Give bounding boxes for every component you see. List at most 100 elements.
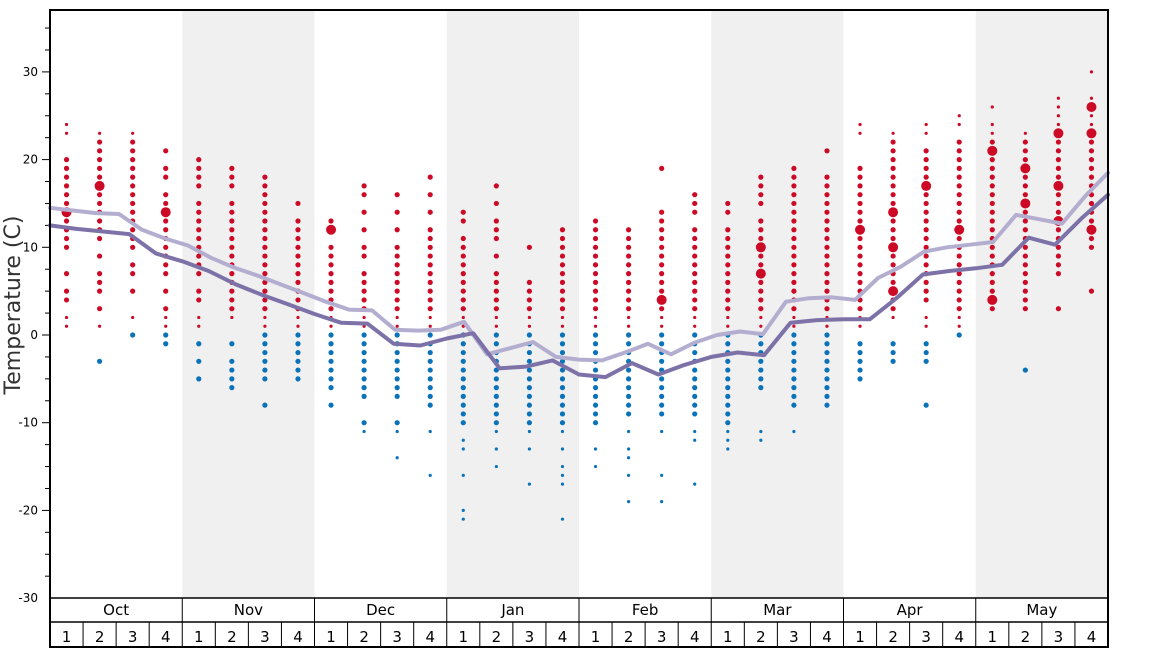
warm-dot — [592, 253, 599, 259]
warm-dot — [559, 227, 566, 233]
warm-dot — [229, 253, 235, 259]
warm-dot — [526, 306, 533, 312]
cold-dot — [559, 349, 566, 356]
warm-dot — [989, 165, 995, 171]
warm-dot — [659, 253, 665, 259]
warm-dot — [427, 306, 433, 312]
cold-dot — [361, 341, 367, 347]
warm-dot — [163, 271, 169, 277]
warm-dot — [857, 253, 863, 259]
warm-dot — [1055, 306, 1062, 312]
cold-dot — [427, 358, 433, 364]
warm-dot — [987, 294, 998, 305]
cold-dot — [758, 358, 764, 364]
cold-dot — [559, 393, 566, 399]
warm-dot — [989, 139, 995, 145]
warm-dot — [328, 218, 334, 224]
warm-dot — [824, 200, 830, 207]
month-shade-nov — [182, 10, 315, 598]
warm-dot — [63, 244, 70, 250]
week-label: 1 — [723, 628, 733, 646]
cold-dot — [328, 349, 334, 356]
warm-dot — [96, 253, 103, 259]
warm-dot — [460, 262, 466, 268]
warm-dot — [923, 244, 929, 250]
cold-dot — [196, 341, 202, 347]
warm-dot — [63, 200, 70, 207]
warm-dot — [857, 183, 863, 189]
cold-dot — [592, 411, 599, 417]
cold-dot — [526, 385, 533, 391]
warm-dot — [1022, 174, 1028, 180]
warm-dot — [1022, 209, 1028, 215]
warm-dot — [625, 271, 632, 277]
cold-dot — [857, 376, 863, 382]
warm-dot — [196, 165, 202, 171]
warm-dot — [229, 235, 235, 242]
cold-dot — [626, 447, 631, 451]
warm-dot — [890, 148, 896, 154]
warm-dot — [64, 122, 69, 127]
cold-dot — [824, 341, 830, 347]
warm-dot — [791, 306, 797, 312]
warm-dot — [361, 227, 367, 233]
cold-dot — [626, 473, 631, 477]
warm-dot — [758, 279, 764, 285]
cold-dot — [890, 341, 896, 347]
warm-dot — [692, 279, 698, 285]
warm-dot — [725, 297, 731, 303]
warm-dot — [262, 209, 268, 215]
cold-dot — [526, 402, 533, 408]
warm-dot — [559, 271, 566, 277]
warm-dot — [296, 324, 300, 328]
cold-dot — [527, 447, 532, 451]
cold-dot — [460, 376, 466, 382]
warm-dot — [229, 297, 235, 303]
warm-dot — [1022, 306, 1028, 312]
warm-dot — [428, 315, 432, 320]
warm-dot — [328, 253, 334, 259]
warm-dot — [824, 174, 830, 180]
warm-dot — [494, 315, 498, 320]
warm-dot — [1086, 128, 1097, 139]
warm-dot — [759, 315, 763, 320]
cold-dot — [461, 438, 465, 442]
warm-dot — [427, 262, 433, 268]
warm-dot — [923, 200, 929, 207]
warm-dot — [692, 288, 698, 294]
cold-dot — [857, 341, 863, 347]
warm-dot — [427, 253, 433, 259]
cold-dot — [427, 349, 433, 356]
warm-dot — [163, 200, 169, 207]
warm-dot — [692, 297, 698, 303]
cold-dot — [659, 402, 665, 408]
cold-dot — [361, 358, 367, 364]
cold-dot — [428, 473, 432, 477]
warm-dot — [692, 200, 698, 207]
warm-dot — [295, 262, 301, 268]
warm-dot — [196, 288, 202, 294]
week-label: 3 — [789, 628, 799, 646]
cold-dot — [759, 429, 763, 434]
warm-dot — [923, 235, 929, 242]
warm-dot — [692, 306, 698, 312]
cold-dot — [692, 411, 698, 417]
warm-dot — [824, 209, 830, 215]
cold-dot — [559, 376, 566, 382]
cold-dot — [461, 517, 465, 521]
warm-dot — [295, 227, 301, 233]
warm-dot — [956, 192, 962, 198]
warm-dot — [164, 324, 168, 328]
month-label-may: May — [1026, 601, 1057, 619]
cold-dot — [659, 376, 665, 382]
warm-dot — [394, 244, 400, 250]
warm-dot — [63, 192, 70, 198]
cold-dot — [625, 332, 632, 338]
warm-dot — [987, 145, 998, 156]
warm-dot — [130, 262, 136, 268]
warm-dot — [824, 279, 830, 285]
warm-dot — [1022, 262, 1028, 268]
warm-dot — [923, 253, 929, 259]
warm-dot — [262, 227, 268, 233]
warm-dot — [394, 297, 400, 303]
